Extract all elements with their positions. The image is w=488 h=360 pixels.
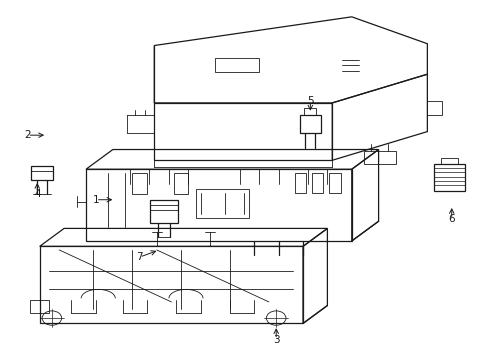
Text: 6: 6: [447, 215, 454, 224]
Text: 5: 5: [306, 96, 313, 106]
Text: 2: 2: [24, 130, 31, 140]
Text: 1: 1: [92, 195, 99, 205]
Text: 4: 4: [34, 189, 41, 199]
Text: 7: 7: [136, 252, 142, 262]
Text: 3: 3: [272, 334, 279, 345]
